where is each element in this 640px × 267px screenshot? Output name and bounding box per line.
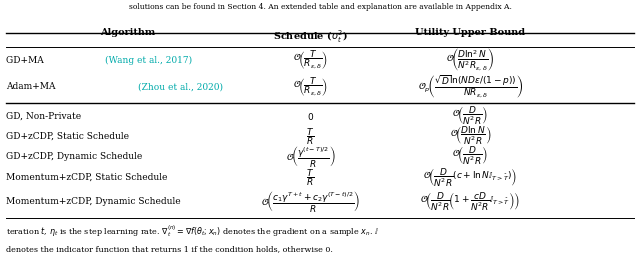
Text: Momentum+zCDP, Dynamic Schedule: Momentum+zCDP, Dynamic Schedule [6, 197, 181, 206]
Text: Schedule ($\sigma_t^2$): Schedule ($\sigma_t^2$) [273, 28, 348, 45]
Text: denotes the indicator function that returns 1 if the condition holds, otherwise : denotes the indicator function that retu… [6, 246, 333, 254]
Text: $\mathcal{O}\!\left(\dfrac{c_1\gamma^{T+t}+c_2\gamma^{(T-t)/2}}{R}\right)$: $\mathcal{O}\!\left(\dfrac{c_1\gamma^{T+… [261, 189, 360, 214]
Text: $\mathcal{O}\!\left(\dfrac{D}{N^2 R}\right)$: $\mathcal{O}\!\left(\dfrac{D}{N^2 R}\rig… [452, 145, 488, 167]
Text: $\mathcal{O}\!\left(\dfrac{D}{N^2 R}\right)$: $\mathcal{O}\!\left(\dfrac{D}{N^2 R}\rig… [452, 105, 488, 127]
Text: $0$: $0$ [307, 111, 314, 122]
Text: GD+zCDP, Dynamic Schedule: GD+zCDP, Dynamic Schedule [6, 152, 143, 161]
Text: Adam+MA: Adam+MA [6, 82, 59, 91]
Text: solutions can be found in Section 4. An extended table and explanation are avail: solutions can be found in Section 4. An … [129, 3, 511, 11]
Text: $\mathcal{O}\!\left(\dfrac{D\ln N}{N^2 R}\right)$: $\mathcal{O}\!\left(\dfrac{D\ln N}{N^2 R… [450, 125, 491, 147]
Text: teration $t$, $\eta_t$ is the step learning rate. $\nabla_t^{(n)} = \nabla f(\th: teration $t$, $\eta_t$ is the step learn… [6, 223, 380, 239]
Text: $\mathcal{O}\!\left(\dfrac{T}{R_{\epsilon,\delta}}\right)$: $\mathcal{O}\!\left(\dfrac{T}{R_{\epsilo… [293, 76, 328, 98]
Text: Momentum+zCDP, Static Schedule: Momentum+zCDP, Static Schedule [6, 173, 168, 182]
Text: GD+zCDP, Static Schedule: GD+zCDP, Static Schedule [6, 132, 129, 141]
Text: GD+MA: GD+MA [6, 56, 47, 65]
Text: (Zhou et al., 2020): (Zhou et al., 2020) [138, 82, 223, 91]
Text: $\mathcal{O}_p\!\left(\dfrac{\sqrt{D}\ln(ND\epsilon/(1-p))}{NR_{\epsilon,\delta}: $\mathcal{O}_p\!\left(\dfrac{\sqrt{D}\ln… [418, 74, 523, 100]
Text: Utility Upper Bound: Utility Upper Bound [415, 28, 525, 37]
Text: $\mathcal{O}\!\left(\dfrac{D}{N^2 R}(c + \ln N\mathbb{I}_{T>\hat{T}})\right)$: $\mathcal{O}\!\left(\dfrac{D}{N^2 R}(c +… [424, 166, 517, 189]
Text: $\mathcal{O}\!\left(\dfrac{\gamma^{(t-T)/2}}{R}\right)$: $\mathcal{O}\!\left(\dfrac{\gamma^{(t-T)… [285, 144, 335, 169]
Text: $\mathcal{O}\!\left(\dfrac{D}{N^2 R}\!\left(1+\dfrac{cD}{N^2 R}\mathbb{I}_{T>\ha: $\mathcal{O}\!\left(\dfrac{D}{N^2 R}\!\l… [420, 190, 520, 213]
Text: $\mathcal{O}\!\left(\dfrac{T}{R_{\epsilon,\delta}}\right)$: $\mathcal{O}\!\left(\dfrac{T}{R_{\epsilo… [293, 49, 328, 71]
Text: $\dfrac{T}{R}$: $\dfrac{T}{R}$ [307, 126, 314, 147]
Text: Algorithm: Algorithm [100, 28, 156, 37]
Text: (Wang et al., 2017): (Wang et al., 2017) [105, 56, 193, 65]
Text: $\dfrac{T}{R}$: $\dfrac{T}{R}$ [307, 167, 314, 188]
Text: GD, Non-Private: GD, Non-Private [6, 112, 81, 121]
Text: $\mathcal{O}\!\left(\dfrac{D\ln^2 N}{N^2 R_{\epsilon,\delta}}\right)$: $\mathcal{O}\!\left(\dfrac{D\ln^2 N}{N^2… [446, 47, 495, 73]
